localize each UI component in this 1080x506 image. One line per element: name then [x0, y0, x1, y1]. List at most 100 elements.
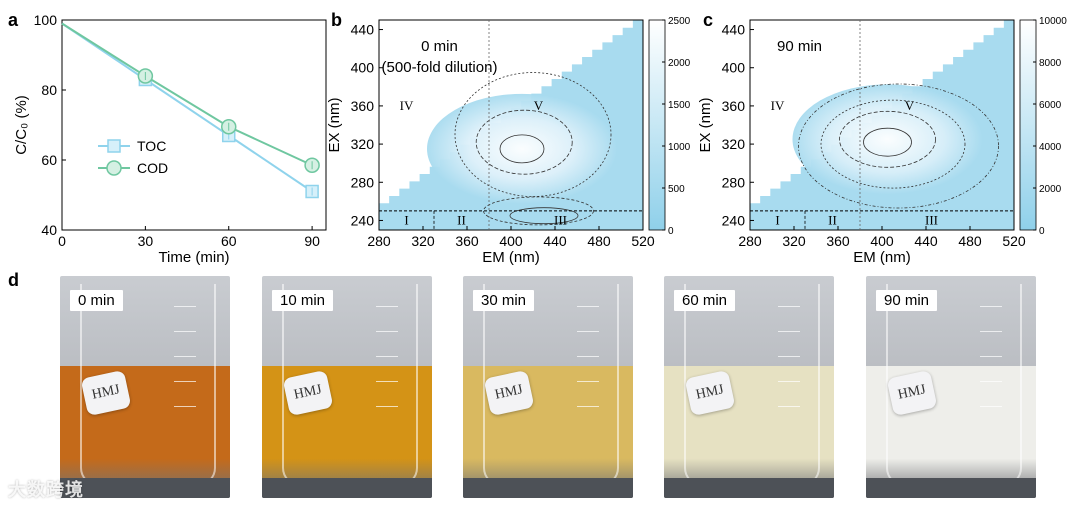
panelC-cb-tick-label: 2000: [1039, 184, 1062, 195]
panelC-region-label: V: [905, 98, 915, 113]
beaker-photo: HMJ 0 min: [60, 276, 230, 498]
legend-marker-cod: [106, 160, 122, 176]
panelC-contour: [863, 127, 912, 157]
panelC-xtick-label: 360: [826, 233, 850, 249]
panel-label-c: c: [703, 10, 713, 30]
panel-a-ylabel: C/C₀ (%): [13, 95, 30, 155]
panelB-region-label: V: [534, 98, 544, 113]
panel-a-ytick-label: 80: [41, 82, 57, 98]
panel-label-a: a: [8, 10, 19, 30]
stirrer-base: [60, 478, 230, 498]
panel-a-xtick-label: 60: [221, 233, 237, 249]
stirrer-base: [262, 478, 432, 498]
beaker-graduations: [764, 306, 814, 456]
panel-label-b: b: [331, 10, 342, 30]
panelB-xtick-label: 520: [631, 233, 655, 249]
panelB-ylabel: EX (nm): [326, 97, 343, 152]
panelC-region-label: II: [828, 212, 837, 227]
panelC-xtick-label: 440: [914, 233, 938, 249]
panelC-ytick-label: 240: [722, 212, 746, 228]
panelB-ytick-label: 280: [351, 174, 375, 190]
sampling-time-label: 30 min: [473, 290, 535, 311]
sampling-time-label: 90 min: [876, 290, 938, 311]
panelB-ytick-label: 400: [351, 60, 375, 76]
panel-a-ytick-label: 60: [41, 152, 57, 168]
panelB-region-label: III: [554, 212, 567, 227]
panelC-xtick-label: 480: [958, 233, 982, 249]
series-line-cod: [61, 22, 313, 167]
stirrer-base: [664, 478, 834, 498]
series-line-toc: [61, 22, 313, 193]
panelC-xtick-label: 520: [1002, 233, 1026, 249]
panel-a-line-chart: 0 30 60 90 40 60 80 100 Time (min) C/C₀ (%) TOC…: [13, 12, 327, 266]
panelC-cb-tick-label: 10000: [1039, 16, 1067, 27]
sampling-time-label: 0 min: [70, 290, 123, 311]
panelB-peak-glow: [427, 93, 617, 204]
panelC-cb-tick-label: 8000: [1039, 58, 1062, 69]
legend-label-toc: TOC: [137, 138, 166, 154]
panelB-contour: [475, 109, 573, 175]
watermark: 大数跨境: [8, 480, 84, 500]
stirrer-base: [866, 478, 1036, 498]
panel-a-xtick-label: 0: [58, 233, 66, 249]
panelC-contour: [839, 110, 936, 168]
panelB-xtick-label: 360: [455, 233, 479, 249]
beaker-graduations: [966, 306, 1016, 456]
panel-a-ytick-label: 100: [34, 12, 58, 28]
sampling-time-label: 60 min: [674, 290, 736, 311]
panelC-peak-glow: [792, 84, 983, 195]
panelC-region-label: I: [775, 212, 779, 227]
panelB-xtick-label: 480: [587, 233, 611, 249]
panelB-ytick-label: 320: [351, 136, 375, 152]
panelC-cb-tick-label: 6000: [1039, 100, 1062, 111]
panelC-ytick-label: 280: [722, 174, 746, 190]
panelB-cb-tick-label: 500: [668, 184, 685, 195]
panelB-xtick-label: 400: [499, 233, 523, 249]
panelC-ytick-label: 400: [722, 60, 746, 76]
panel-d-photo-row: d HMJ 0 min HMJ 10 min HMJ 30 min HMJ 60 min HMJ…: [0, 270, 1080, 506]
beaker-graduations: [160, 306, 210, 456]
panelB-cb-tick-label: 1000: [668, 142, 691, 153]
panelB-xtick-label: 320: [411, 233, 435, 249]
panelC-ytick-label: 440: [722, 22, 746, 38]
panelB-xtick-label: 440: [543, 233, 567, 249]
legend-label-cod: COD: [137, 160, 168, 176]
panel-label-d: d: [8, 270, 19, 290]
panelC-cb-tick-label: 0: [1039, 226, 1045, 237]
sampling-time-label: 10 min: [272, 290, 334, 311]
beaker-photo: HMJ 30 min: [463, 276, 633, 498]
beaker-graduations: [563, 306, 613, 456]
panelB-cb-tick-label: 0: [668, 226, 674, 237]
panelB-contour: [483, 196, 594, 226]
panelC-contour: [820, 99, 966, 189]
stirrer-base: [463, 478, 633, 498]
panelB-title: 0 min: [421, 38, 458, 55]
panelC-colorbar: [1019, 19, 1037, 231]
panelC-xtick-label: 320: [782, 233, 806, 249]
panelC-title: 90 min: [777, 38, 822, 55]
panelB-xtick-label: 280: [367, 233, 391, 249]
panelC-ytick-label: 360: [722, 98, 746, 114]
panelC-region-label: IV: [771, 98, 785, 113]
panelC-cb-tick-label: 4000: [1039, 142, 1062, 153]
panelC-ytick-label: 320: [722, 136, 746, 152]
panelC-xtick-label: 280: [738, 233, 762, 249]
panelB-contour: [454, 72, 612, 197]
panelB-contour: [509, 207, 579, 225]
panel-a-xlabel: Time (min): [158, 249, 229, 266]
panelB-region-label: IV: [400, 98, 414, 113]
panelC-region-label: III: [925, 212, 938, 227]
panelB-xlabel: EM (nm): [482, 249, 540, 266]
panel-a-xtick-label: 90: [304, 233, 320, 249]
panelC-contour: [798, 83, 999, 209]
legend-marker-toc: [107, 139, 121, 153]
panel-a-legend: TOC COD: [98, 138, 168, 176]
panelB-cb-tick-label: 2000: [668, 58, 691, 69]
panelB-region-label: I: [404, 212, 408, 227]
panel-a-frame: [61, 19, 327, 231]
panelB-subtitle: (500-fold dilution): [382, 59, 498, 76]
figure-panels-abc: a b c 0 30 60 90 40 60 80 100 Time (min) C/C₀ (…: [8, 10, 1067, 266]
beaker-photo: HMJ 10 min: [262, 276, 432, 498]
panelB-cb-tick-label: 2500: [668, 16, 691, 27]
